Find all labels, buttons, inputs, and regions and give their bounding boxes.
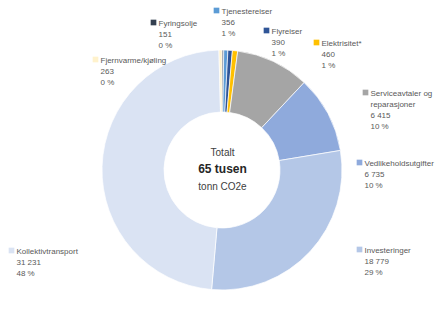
svg-text:65 tusen: 65 tusen: [198, 162, 247, 176]
svg-text:Elektrisitet*4601 %: Elektrisitet*4601 %: [322, 39, 362, 70]
svg-text:Vedlikeholdsutgifter6 73510 %: Vedlikeholdsutgifter6 73510 %: [365, 159, 435, 190]
svg-text:Fjernvarme/kjøling2630 %: Fjernvarme/kjøling2630 %: [101, 56, 167, 87]
svg-text:Kollektivtransport31 23148 %: Kollektivtransport31 23148 %: [17, 247, 79, 278]
svg-text:Investeringer18 77929 %: Investeringer18 77929 %: [365, 246, 412, 277]
svg-text:Serviceavtaler ogreparasjoner6: Serviceavtaler ogreparasjoner6 41510 %: [371, 89, 433, 130]
svg-text:tonn CO2e: tonn CO2e: [198, 181, 247, 192]
svg-text:Flyreiser3901 %: Flyreiser3901 %: [272, 27, 303, 58]
svg-text:Fyringsolje1510 %: Fyringsolje1510 %: [159, 19, 198, 50]
svg-text:Totalt: Totalt: [211, 147, 235, 158]
svg-text:Tjenestereiser3561 %: Tjenestereiser3561 %: [222, 7, 273, 38]
